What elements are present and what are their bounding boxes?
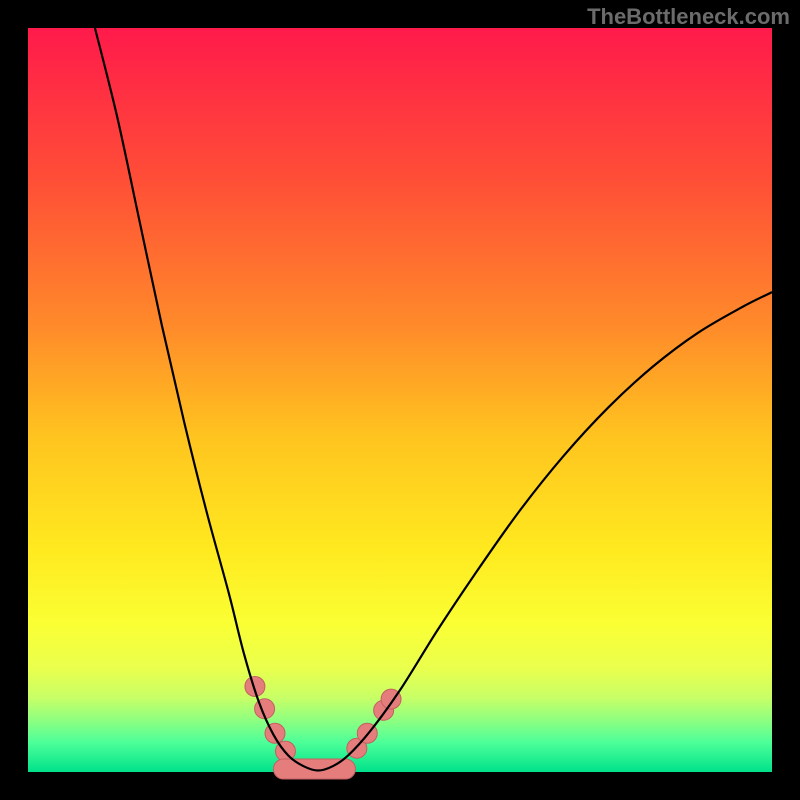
watermark-text: TheBottleneck.com: [587, 4, 790, 30]
chart-canvas: [0, 0, 800, 800]
plot-background: [28, 28, 772, 772]
